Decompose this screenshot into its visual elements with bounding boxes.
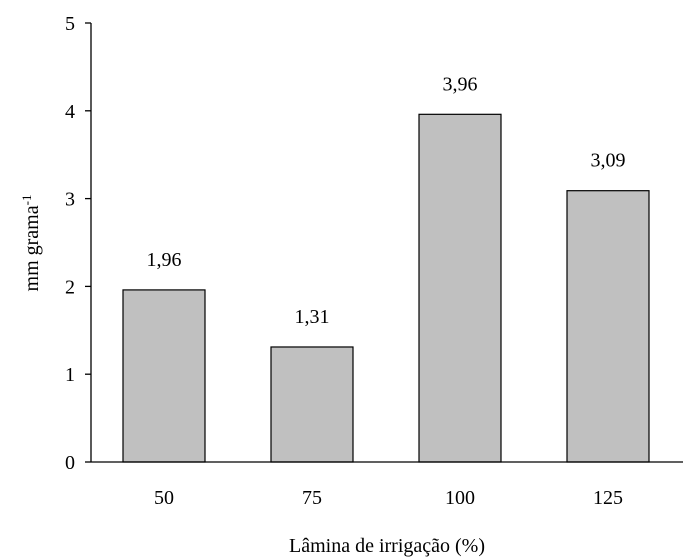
bar-50 xyxy=(122,289,206,463)
bars xyxy=(122,113,650,463)
y-tick-label-4: 4 xyxy=(65,101,75,123)
y-axis-ticks: 0 1 2 3 4 5 xyxy=(65,13,91,474)
bar-125 xyxy=(566,190,650,463)
y-tick-label-1: 1 xyxy=(65,364,75,386)
data-label-125: 3,09 xyxy=(591,150,626,172)
data-label-50: 1,96 xyxy=(147,249,182,271)
y-axis-title-main: mm grama xyxy=(21,205,43,291)
data-label-75: 1,31 xyxy=(295,306,330,328)
bar-100 xyxy=(418,113,502,463)
x-tick-label-125: 125 xyxy=(593,487,623,509)
y-axis-title: mm grama-1 xyxy=(19,195,44,292)
y-tick-label-0: 0 xyxy=(65,452,75,474)
y-tick-label-3: 3 xyxy=(65,189,75,211)
x-tick-label-100: 100 xyxy=(445,487,475,509)
data-label-100: 3,96 xyxy=(443,73,478,95)
x-axis-title: Lâmina de irrigação (%) xyxy=(289,535,485,557)
x-tick-label-75: 75 xyxy=(302,487,322,509)
x-axis-ticks: 50 75 100 125 xyxy=(154,487,623,509)
x-tick-label-50: 50 xyxy=(154,487,174,509)
bar-75 xyxy=(270,346,354,463)
y-axis-title-superscript: -1 xyxy=(19,195,34,206)
y-tick-label-2: 2 xyxy=(65,276,75,298)
data-labels: 1,96 1,31 3,96 3,09 xyxy=(147,73,626,328)
y-tick-label-5: 5 xyxy=(65,13,75,35)
